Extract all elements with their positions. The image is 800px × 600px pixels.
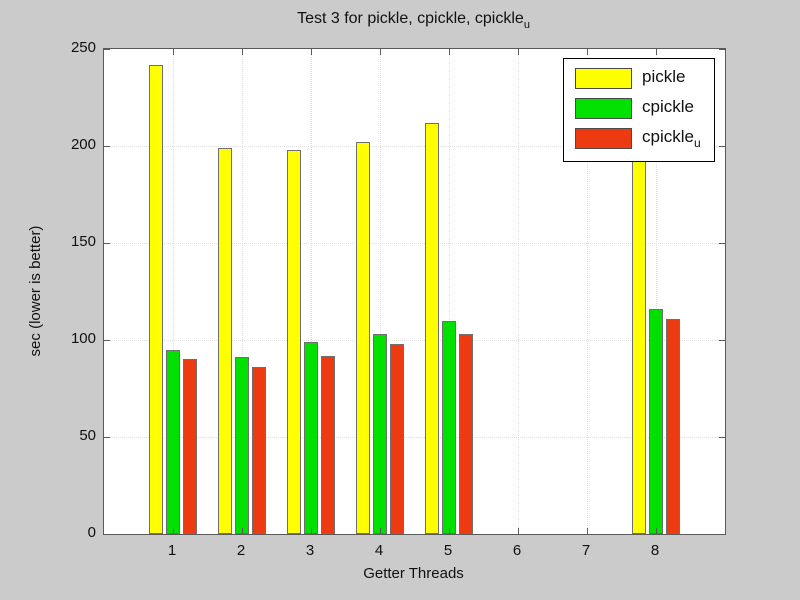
chart-title-main: Test 3 for pickle, cpickle, cpickle (297, 10, 524, 27)
legend-row-cpickle: cpickle (564, 94, 714, 124)
bar-cpickle-x8 (649, 308, 663, 534)
tick-bottom-x6 (518, 528, 519, 534)
ytick-label-150: 150 (70, 233, 96, 250)
tick-top-x5 (449, 49, 450, 55)
gridline-y150 (104, 243, 725, 244)
bar-cpickle-x5 (442, 320, 456, 534)
x-axis-label: Getter Threads (363, 565, 464, 582)
gridline-x6 (518, 49, 519, 534)
bar-pickle-x8 (632, 153, 646, 534)
tick-bottom-x4 (380, 528, 381, 534)
bar-pickle-x5 (425, 122, 439, 534)
bar-cpickle_u-x4 (390, 343, 404, 534)
tick-right-y250 (719, 49, 725, 50)
legend-row-cpickle-u: cpickleu (564, 124, 714, 154)
gridline-y50 (104, 437, 725, 438)
tick-left-y100 (104, 340, 110, 341)
xtick-label-4: 4 (374, 542, 384, 559)
bar-cpickle-x1 (166, 349, 180, 534)
y-axis-label: sec (lower is better) (27, 225, 44, 357)
tick-top-x3 (311, 49, 312, 55)
bar-pickle-x2 (218, 147, 232, 534)
gridline-x5 (449, 49, 450, 534)
bar-cpickle_u-x8 (666, 318, 680, 534)
tick-top-x2 (242, 49, 243, 55)
xtick-label-5: 5 (443, 542, 453, 559)
bar-cpickle_u-x5 (459, 334, 473, 534)
ytick-label-50: 50 (79, 427, 96, 444)
legend-row-pickle: pickle (564, 64, 714, 94)
ytick-label-200: 200 (70, 136, 96, 153)
ytick-label-100: 100 (70, 330, 96, 347)
tick-bottom-x1 (173, 528, 174, 534)
legend-label-cpickle: cpickle (642, 97, 694, 116)
tick-top-x8 (656, 49, 657, 55)
tick-bottom-x5 (449, 528, 450, 534)
tick-left-y200 (104, 146, 110, 147)
bar-pickle-x4 (356, 142, 370, 534)
tick-left-y50 (104, 437, 110, 438)
xtick-label-1: 1 (167, 542, 177, 559)
gridline-x1 (173, 49, 174, 534)
tick-left-y150 (104, 243, 110, 244)
tick-bottom-x8 (656, 528, 657, 534)
tick-right-y100 (719, 340, 725, 341)
chart-title: Test 3 for pickle, cpickle, cpickleu (103, 10, 724, 31)
bar-cpickle_u-x2 (252, 367, 266, 534)
tick-right-y0 (719, 534, 725, 535)
gridline-x3 (311, 49, 312, 534)
gridline-x8 (656, 49, 657, 534)
gridline-y200 (104, 146, 725, 147)
legend-swatch-pickle (575, 68, 632, 89)
bar-pickle-x1 (149, 64, 163, 534)
tick-right-y200 (719, 146, 725, 147)
legend: pickle cpickle cpickleu (563, 58, 715, 162)
ytick-label-0: 0 (87, 524, 96, 541)
tick-bottom-x3 (311, 528, 312, 534)
ytick-label-250: 250 (70, 39, 96, 56)
tick-bottom-x7 (587, 528, 588, 534)
xtick-label-6: 6 (512, 542, 522, 559)
bar-cpickle-x3 (304, 341, 318, 534)
tick-right-y150 (719, 243, 725, 244)
legend-swatch-cpickle-u (575, 128, 632, 149)
xtick-label-2: 2 (236, 542, 246, 559)
gridline-x2 (242, 49, 243, 534)
tick-bottom-x2 (242, 528, 243, 534)
bar-cpickle-x4 (373, 334, 387, 534)
chart-title-subscript: u (523, 19, 530, 31)
gridline-y100 (104, 340, 725, 341)
bar-pickle-x3 (287, 149, 301, 534)
gridline-x4 (380, 49, 381, 534)
tick-left-y250 (104, 49, 110, 50)
xtick-label-7: 7 (581, 542, 591, 559)
bar-cpickle_u-x1 (183, 359, 197, 534)
legend-label-cpickle-u: cpickleu (642, 127, 701, 150)
bar-cpickle_u-x3 (321, 355, 335, 534)
tick-top-x4 (380, 49, 381, 55)
tick-left-y0 (104, 534, 110, 535)
tick-right-y50 (719, 437, 725, 438)
tick-top-x6 (518, 49, 519, 55)
legend-label-pickle: pickle (642, 67, 686, 86)
bar-cpickle-x2 (235, 357, 249, 534)
xtick-label-3: 3 (305, 542, 315, 559)
xtick-label-8: 8 (650, 542, 660, 559)
tick-top-x7 (587, 49, 588, 55)
legend-swatch-cpickle (575, 98, 632, 119)
gridline-x7 (587, 49, 588, 534)
tick-top-x1 (173, 49, 174, 55)
